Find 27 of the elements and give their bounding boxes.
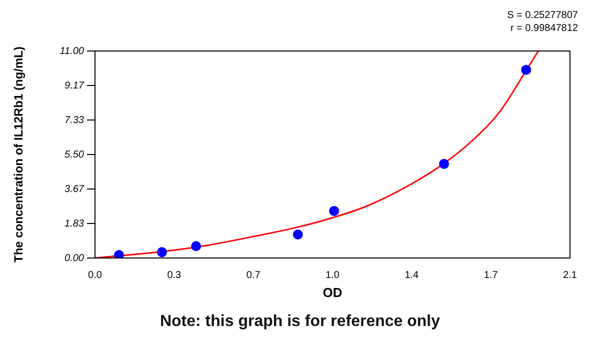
point: [156, 247, 167, 258]
point: [191, 241, 202, 252]
y-tick-label: 7.33: [64, 114, 84, 126]
x-tick-label: 0.3: [167, 270, 182, 281]
x-tick-label: 0.0: [88, 270, 102, 281]
y-tick-label: 9.17: [64, 80, 84, 92]
y-tick-label: 11.00: [60, 46, 84, 57]
x-tick-label: 1.7: [484, 270, 498, 281]
x-tick-label: 2.1: [563, 270, 578, 281]
y-tick-label: 0.00: [64, 252, 84, 264]
y-tick-label: 1.83: [64, 218, 84, 230]
text: r = 0.99847812: [510, 23, 578, 34]
x-tick-label: 0.7: [246, 270, 261, 281]
point: [439, 158, 450, 169]
point: [292, 229, 303, 240]
text: S = 0.25277807: [507, 10, 578, 21]
x-tick-label: 1.0: [326, 270, 340, 281]
point: [114, 250, 124, 258]
y-axis-title: The concentration of IL12Rb1 (ng/mL): [12, 46, 26, 263]
text: Note: this graph is for reference only: [158, 313, 442, 331]
x-axis-title: OD: [322, 284, 342, 300]
line-series: [95, 51, 540, 258]
point: [329, 206, 340, 216]
y-tick-label: 3.67: [64, 184, 84, 195]
point: [521, 64, 532, 75]
x-tick-label: 1.4: [404, 270, 420, 281]
y-tick-label: 5.50: [64, 149, 84, 160]
